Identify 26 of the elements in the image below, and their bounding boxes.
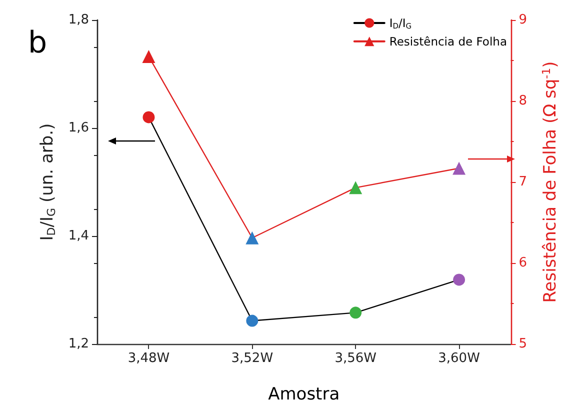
x-axis-title: Amostra (268, 384, 340, 404)
point (142, 111, 155, 124)
y-tick-label: 1,6 (68, 120, 89, 136)
y2-tick-label: 6 (518, 256, 528, 270)
x-tick-label: 3,48W (128, 351, 170, 366)
y2-axis-title: Resistência de Folha (Ω sq-1) (540, 61, 560, 303)
y-axis-title: ID/IG (un. arb.) (37, 123, 58, 241)
y2-tick-label: 7 (518, 174, 528, 190)
point (246, 314, 258, 327)
x-tick-label: 3,60W (438, 351, 480, 366)
y2-tick-label: 9 (518, 12, 528, 28)
point (349, 181, 362, 194)
y-tick-label: 1,2 (68, 336, 89, 352)
x-tick-label: 3,52W (231, 351, 274, 366)
point (142, 50, 156, 63)
text: b (28, 26, 48, 60)
point (246, 231, 259, 244)
point (452, 162, 466, 175)
x-tick-label: 3,56W (334, 351, 377, 366)
y2-tick-label: 8 (518, 94, 528, 108)
y2-tick-label: 5 (518, 336, 528, 352)
point (453, 274, 466, 286)
legend-label: Resistência de Folha (389, 34, 508, 48)
y-tick-label: 1,8 (68, 12, 89, 28)
y-tick-label: 1,4 (68, 228, 89, 244)
point (350, 306, 362, 319)
